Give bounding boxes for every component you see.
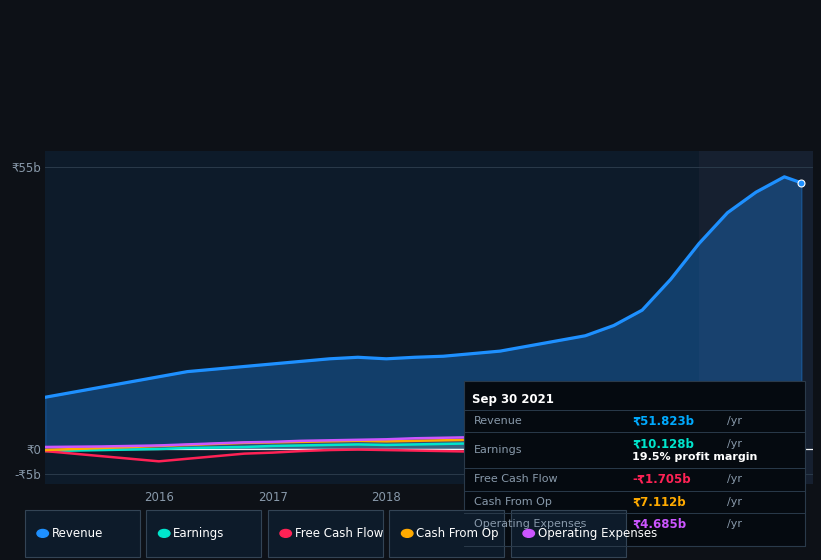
Text: Sep 30 2021: Sep 30 2021 [472,393,554,406]
Text: Earnings: Earnings [474,445,522,455]
Text: Cash From Op: Cash From Op [416,527,498,540]
Text: /yr: /yr [727,474,741,484]
Text: Free Cash Flow: Free Cash Flow [295,527,383,540]
Text: /yr: /yr [727,416,741,426]
Text: Revenue: Revenue [474,416,522,426]
Text: Earnings: Earnings [173,527,225,540]
Text: /yr: /yr [727,497,741,507]
Text: -₹1.705b: -₹1.705b [632,473,690,486]
Text: ₹7.112b: ₹7.112b [632,495,686,508]
Text: ₹10.128b: ₹10.128b [632,437,694,450]
Text: Operating Expenses: Operating Expenses [474,519,586,529]
Text: Cash From Op: Cash From Op [474,497,552,507]
Text: Revenue: Revenue [52,527,103,540]
Text: /yr: /yr [727,438,741,449]
Text: ₹51.823b: ₹51.823b [632,414,695,428]
Text: Free Cash Flow: Free Cash Flow [474,474,557,484]
Text: ₹4.685b: ₹4.685b [632,517,686,531]
Text: Operating Expenses: Operating Expenses [538,527,657,540]
Text: /yr: /yr [727,519,741,529]
Bar [699,151,813,484]
Text: 19.5% profit margin: 19.5% profit margin [632,452,758,462]
